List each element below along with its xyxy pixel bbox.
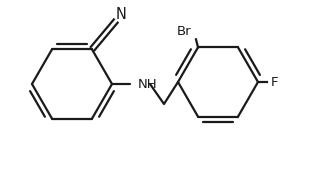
Text: F: F: [270, 75, 278, 89]
Text: N: N: [116, 7, 126, 22]
Text: NH: NH: [138, 77, 157, 91]
Text: Br: Br: [177, 25, 191, 38]
